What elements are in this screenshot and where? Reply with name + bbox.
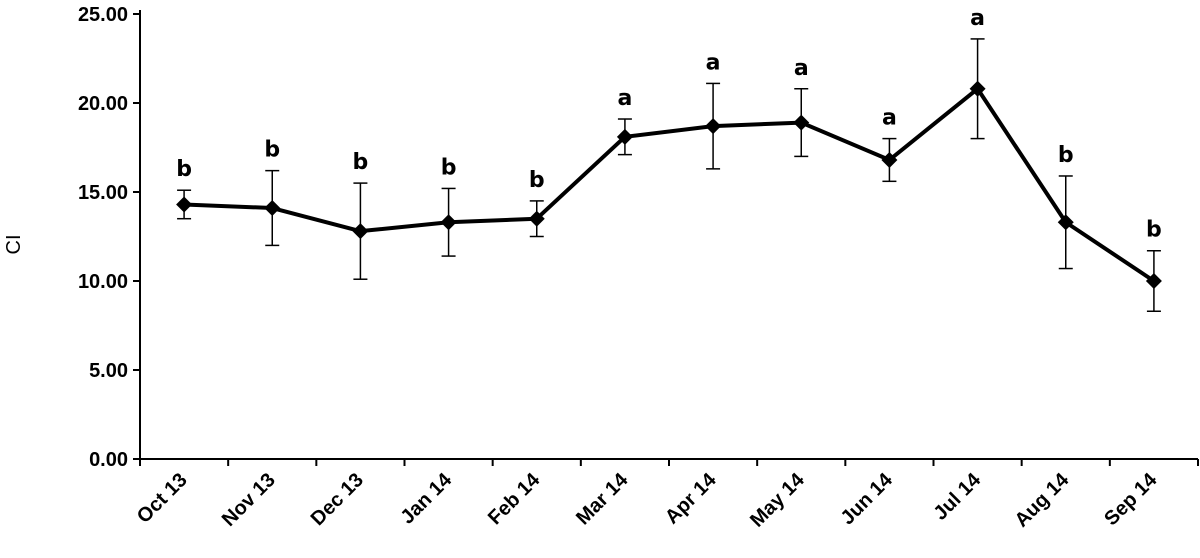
x-tick-label: Sep 14 — [1100, 468, 1162, 530]
significance-label: a — [794, 56, 809, 81]
data-point-marker — [264, 200, 281, 217]
x-axis-ticks: Oct 13 Nov 13 Dec 13 Jan 14 Feb 14 Mar 14 Apr … — [133, 459, 1199, 532]
y-tick-label: 25.00 — [78, 4, 128, 26]
data-point-marker — [1057, 214, 1074, 231]
x-tick-label: May 14 — [746, 468, 809, 531]
x-tick-label: Feb 14 — [484, 468, 545, 529]
data-point-marker — [705, 118, 722, 135]
x-tick-label: Oct 13 — [133, 469, 192, 528]
y-tick-label: 0.00 — [89, 449, 128, 471]
data-point-marker — [881, 151, 898, 168]
data-point-marker — [616, 128, 633, 145]
significance-label: b — [176, 157, 192, 182]
y-tick-label: 20.00 — [78, 93, 128, 115]
data-point-marker — [528, 210, 545, 227]
error-bars — [177, 38, 1161, 313]
y-tick-label: 15.00 — [78, 182, 128, 204]
significance-label: a — [882, 106, 897, 131]
x-tick-label: Jul 14 — [929, 468, 985, 524]
x-tick-label: Apr 14 — [661, 468, 721, 528]
y-tick-label: 5.00 — [89, 360, 128, 382]
data-point-marker — [440, 214, 457, 231]
significance-label: a — [970, 6, 985, 31]
x-tick-label: Dec 13 — [307, 469, 368, 530]
x-tick-label: Aug 14 — [1011, 468, 1074, 531]
significance-label: b — [353, 150, 369, 175]
data-point-marker — [352, 223, 369, 240]
series-line — [184, 86, 1156, 283]
data-point-marker — [176, 196, 193, 213]
axes — [139, 10, 1198, 460]
data-point-marker — [1145, 273, 1162, 289]
y-axis-ticks: 0.00 5.00 10.00 15.00 20.00 25.00 — [78, 4, 140, 471]
y-axis-title: CI — [3, 235, 25, 255]
x-tick-label: Jan 14 — [397, 468, 457, 528]
significance-label: b — [1058, 143, 1074, 168]
significance-label: b — [1146, 218, 1162, 243]
data-series — [176, 80, 1162, 289]
data-point-marker — [793, 114, 810, 131]
x-tick-label: Mar 14 — [572, 468, 633, 529]
significance-label: b — [529, 168, 545, 193]
significance-label: b — [441, 155, 457, 180]
x-tick-label: Nov 13 — [218, 469, 280, 531]
data-point-marker — [969, 80, 986, 97]
y-tick-label: 10.00 — [78, 271, 128, 293]
significance-labels: b b b b b a a a a a b b — [176, 6, 1162, 243]
x-tick-label: Jun 14 — [837, 468, 898, 529]
significance-label: b — [264, 138, 280, 163]
significance-label: a — [706, 50, 721, 75]
significance-label: a — [617, 86, 632, 111]
